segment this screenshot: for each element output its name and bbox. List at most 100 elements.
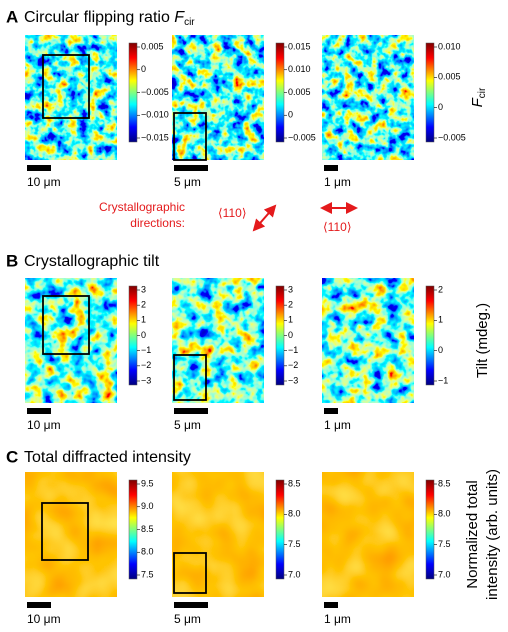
colorbar-tick-label: −3 (141, 375, 151, 385)
colorbar (128, 285, 138, 386)
heatmap (172, 35, 264, 160)
panel-letter: B (6, 251, 18, 270)
colorbar-tick-label: 0.005 (288, 87, 311, 97)
colorbar-tick-label: 9.5 (141, 478, 154, 488)
scale-bar-label: 5 μm (174, 418, 201, 432)
scale-bar-label: 5 μm (174, 175, 201, 189)
colorbar-tick-label: 7.5 (438, 539, 451, 549)
direction: ⟨110⟩ (323, 220, 352, 234)
scale-bar (27, 602, 51, 608)
colorbar-tick-label: 0.010 (438, 41, 461, 51)
colorbar (425, 479, 435, 580)
colorbar-tick-label: −1 (141, 345, 151, 355)
scale-bar-label: 10 μm (27, 612, 61, 626)
title-symbol: F (174, 9, 185, 26)
colorbar-tick-label: −2 (288, 360, 298, 370)
panel-title: Circular flipping ratio Fcir (24, 9, 195, 27)
colorbar-tick-label: 7.5 (288, 539, 301, 549)
colorbar-tick-label: 8.0 (438, 509, 451, 519)
colorbar-tick-label: −0.005 (438, 132, 466, 142)
colorbar-tick-label: 0 (438, 102, 443, 112)
colorbar (128, 479, 138, 580)
colorbar-tick-label: −2 (141, 360, 151, 370)
colorbar-tick-label: −0.010 (141, 110, 169, 120)
colorbar-tick-label: −1 (438, 375, 448, 385)
colorbar-tick-label: 7.0 (438, 569, 451, 579)
axis-label: Tilt (mdeg.) (474, 303, 491, 378)
colorbar-tick-label: −0.005 (288, 132, 316, 142)
direction: ⟨110⟩ (218, 206, 247, 220)
colorbar-tick-label: 9.0 (141, 501, 154, 511)
colorbar-tick-label: −0.005 (141, 87, 169, 97)
colorbar-tick-label: 0.015 (288, 41, 311, 51)
scale-bar (324, 165, 338, 171)
colorbar (425, 285, 435, 386)
colorbar-tick-label: 0.005 (141, 41, 164, 51)
heatmap (25, 35, 117, 160)
scale-bar-label: 10 μm (27, 175, 61, 189)
colorbar-tick-label: 2 (438, 284, 443, 294)
directions-label: directions: (130, 216, 185, 230)
colorbar-tick-label: 0.005 (438, 72, 461, 82)
colorbar-tick-label: 7.5 (141, 569, 154, 579)
colorbar-tick-label: −0.015 (141, 132, 169, 142)
panel-title: Total diffracted intensity (24, 449, 191, 466)
roi-boxes (41, 54, 207, 594)
axis-symbol: F (469, 97, 486, 107)
colorbar-tick-label: 8.0 (288, 509, 301, 519)
direction-arrows (252, 202, 358, 232)
panel-letter: C (6, 447, 18, 466)
panel-title: Crystallographic tilt (24, 253, 160, 270)
directions-label: Crystallographic (99, 200, 185, 214)
axis-subscript: cir (477, 87, 488, 98)
heatmap (25, 278, 117, 403)
colorbar-tick-label: −1 (288, 345, 298, 355)
colorbar (275, 42, 285, 143)
scale-bar (174, 408, 208, 414)
colorbar-tick-label: 3 (141, 284, 146, 294)
colorbar (275, 479, 285, 580)
colorbar-tick-label: 8.5 (438, 478, 451, 488)
scale-bar (27, 408, 51, 414)
heatmap (322, 35, 414, 160)
colorbar-tick-label: 0.010 (288, 64, 311, 74)
axis-label: intensity (arb. units) (484, 469, 501, 600)
colorbar (425, 42, 435, 143)
title-subscript: cir (184, 17, 195, 28)
title-text: Crystallographic tilt (24, 253, 160, 270)
scale-bar-label: 1 μm (324, 175, 351, 189)
colorbar (275, 285, 285, 386)
colorbar-tick-label: 0 (288, 330, 293, 340)
colorbar-tick-label: 7.0 (288, 569, 301, 579)
colorbar-tick-label: 2 (141, 300, 146, 310)
panel-letter: A (6, 7, 18, 26)
scale-bar-label: 1 μm (324, 418, 351, 432)
colorbar-tick-label: 8.5 (288, 478, 301, 488)
colorbar-tick-label: 0 (141, 64, 146, 74)
scale-bar (324, 602, 338, 608)
colorbar-tick-label: 8.5 (141, 524, 154, 534)
colorbar-tick-label: 8.0 (141, 547, 154, 557)
colorbar-tick-label: 0 (141, 330, 146, 340)
axis-label: Normalized total (464, 480, 481, 588)
scale-bar-label: 1 μm (324, 612, 351, 626)
colorbar-tick-label: 1 (438, 315, 443, 325)
colorbar-tick-label: 3 (288, 284, 293, 294)
heatmap (172, 472, 264, 597)
colorbar-tick-label: 0 (438, 345, 443, 355)
scale-bar (174, 602, 208, 608)
axis-label: Fcir (469, 87, 488, 107)
colorbar-tick-label: 1 (141, 315, 146, 325)
heatmap (25, 472, 117, 597)
colorbar-tick-label: 2 (288, 300, 293, 310)
heatmap (322, 472, 414, 597)
heatmap (172, 278, 264, 403)
scale-bar-label: 10 μm (27, 418, 61, 432)
scale-bar-label: 5 μm (174, 612, 201, 626)
heatmap (322, 278, 414, 403)
scale-bar (174, 165, 208, 171)
colorbar-tick-label: 1 (288, 315, 293, 325)
colorbar (128, 42, 138, 143)
title-text: Circular flipping ratio (24, 9, 174, 26)
